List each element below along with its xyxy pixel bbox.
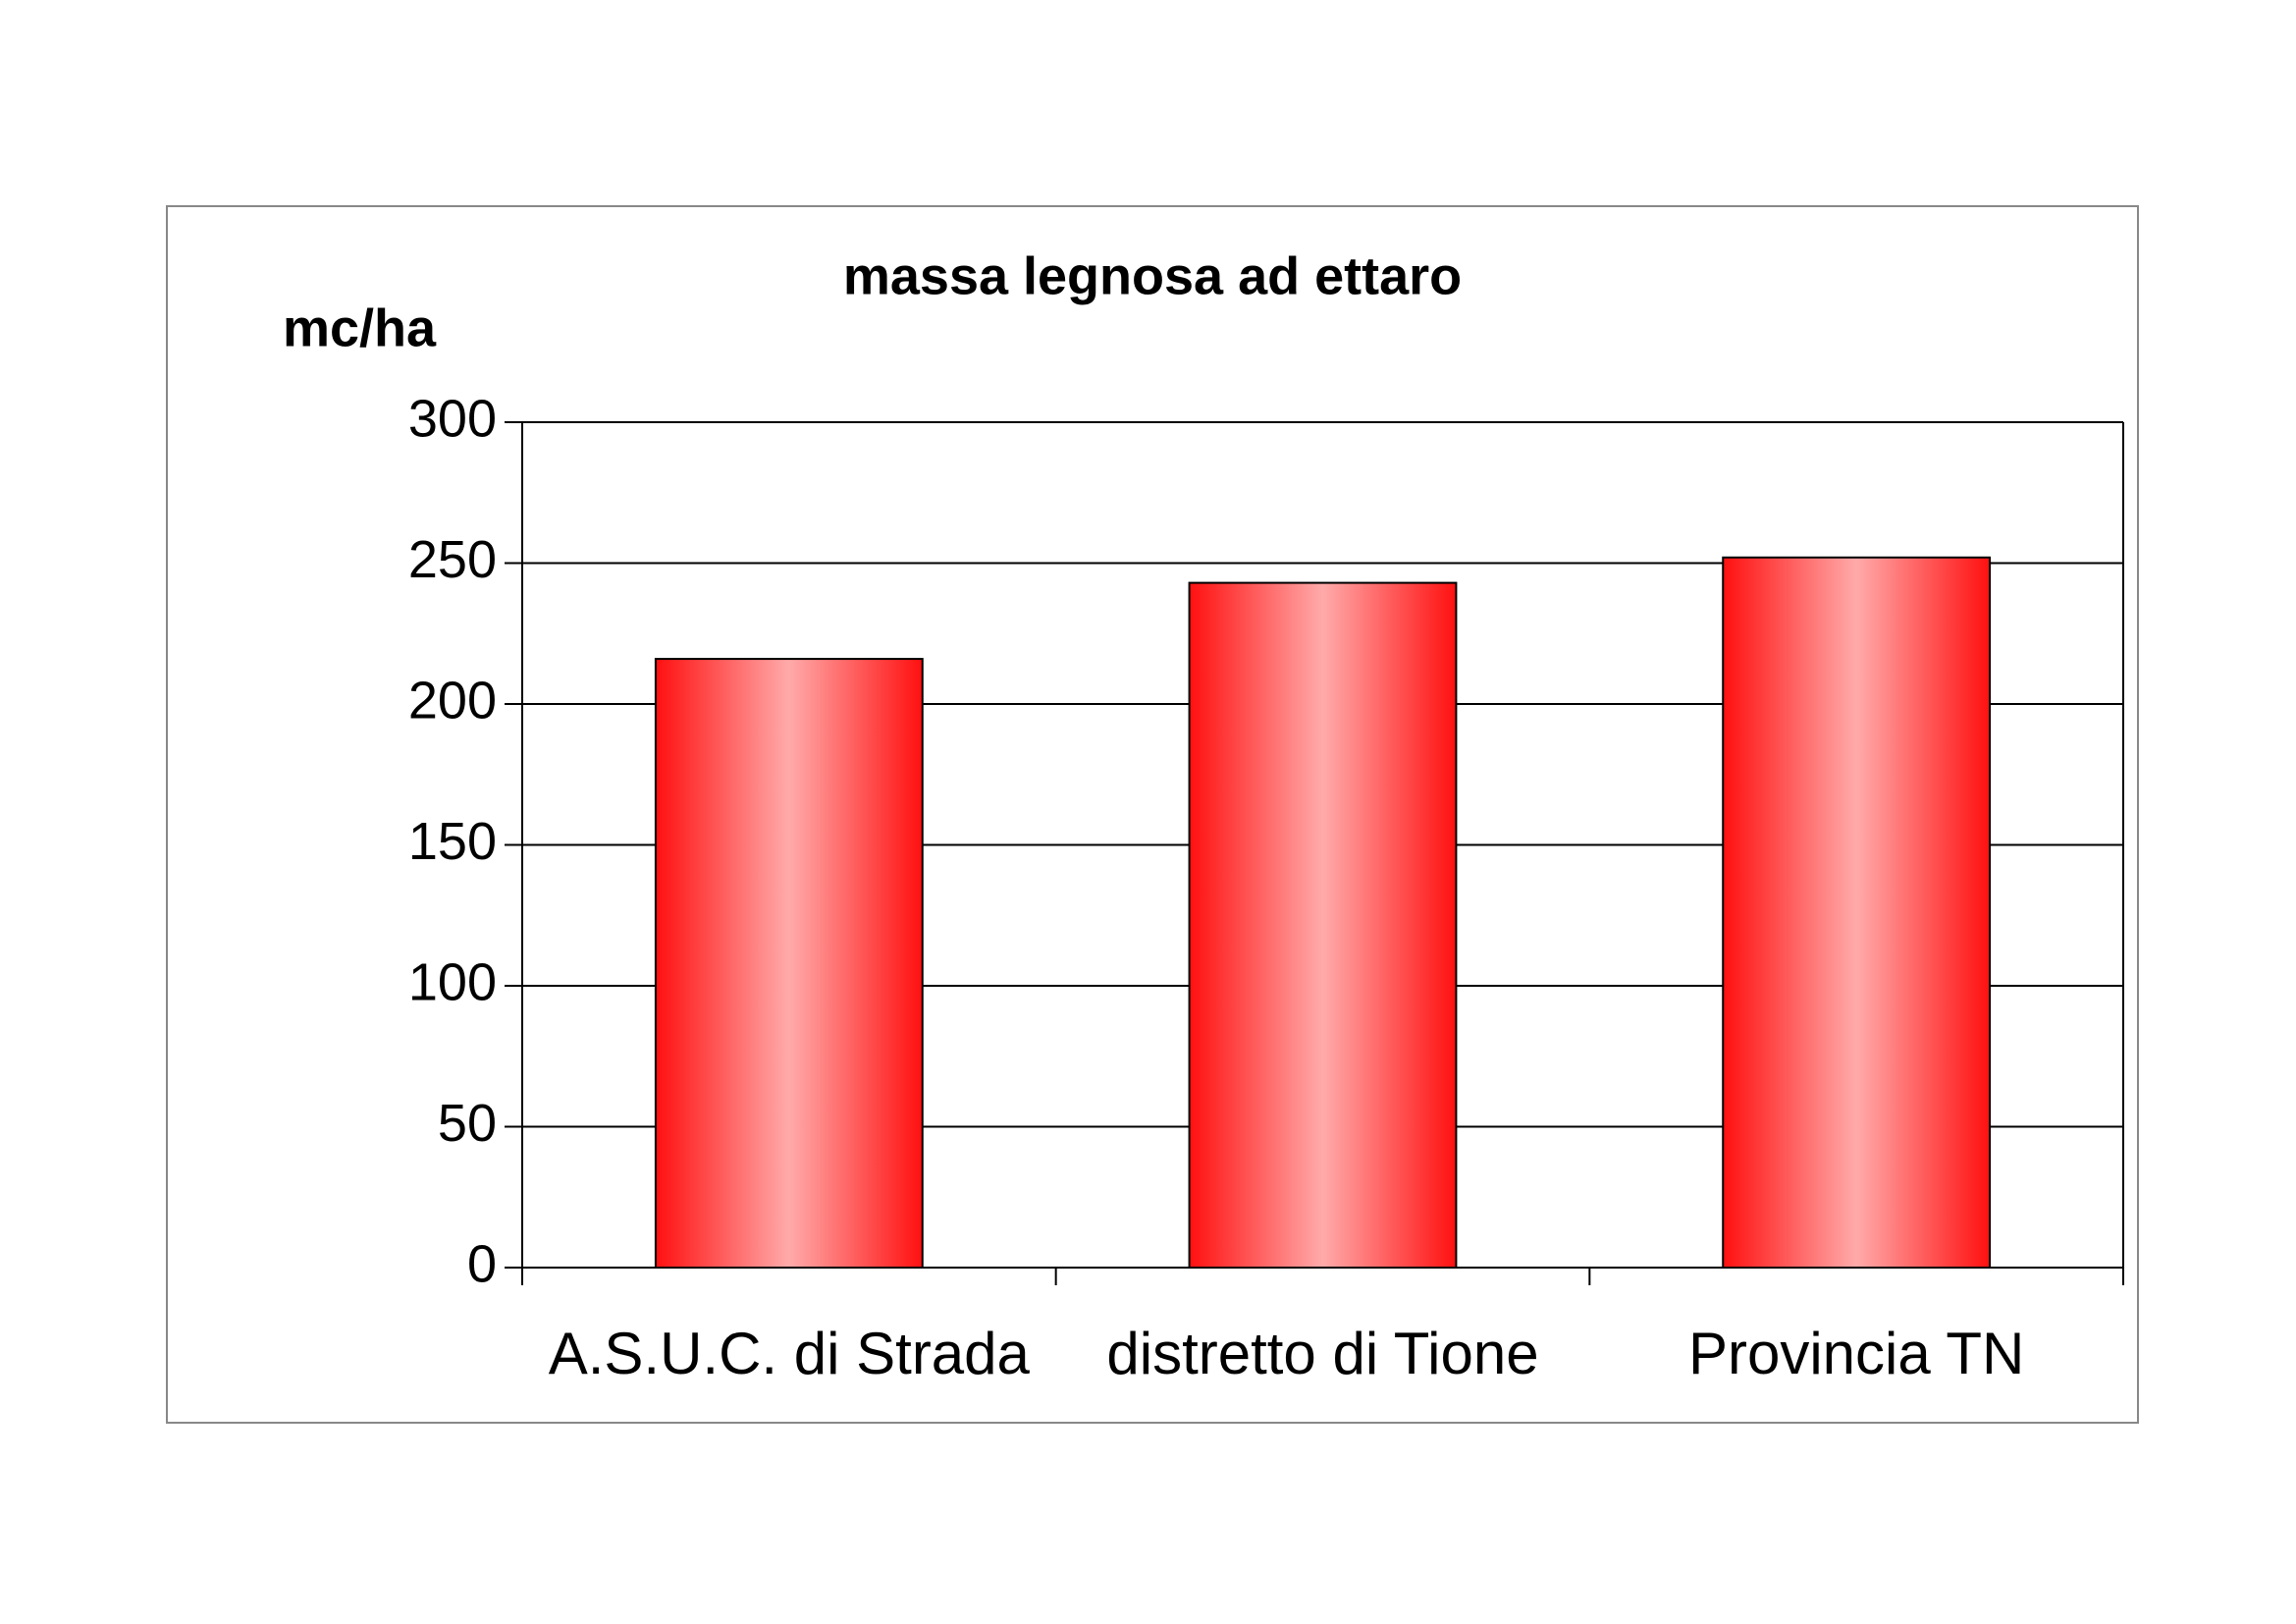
bar — [1188, 581, 1458, 1269]
y-tick-label: 300 — [408, 389, 497, 448]
x-tick-label: A.S.U.C. di Strada — [549, 1321, 1031, 1386]
chart-title: massa legnosa ad ettaro — [843, 246, 1462, 305]
bar — [1722, 556, 1992, 1269]
y-tick-label: 0 — [467, 1234, 497, 1293]
x-tick-label: distretto di Tione — [1106, 1321, 1538, 1386]
y-tick-label: 100 — [408, 952, 497, 1011]
y-tick-label: 250 — [408, 530, 497, 589]
y-tick-label: 150 — [408, 812, 497, 871]
y-tick-label: 50 — [438, 1094, 497, 1153]
x-tick-label: Provincia TN — [1688, 1321, 2024, 1386]
y-tick-label: 200 — [408, 671, 497, 730]
bar — [654, 658, 924, 1269]
y-axis-label: mc/ha — [283, 298, 437, 357]
